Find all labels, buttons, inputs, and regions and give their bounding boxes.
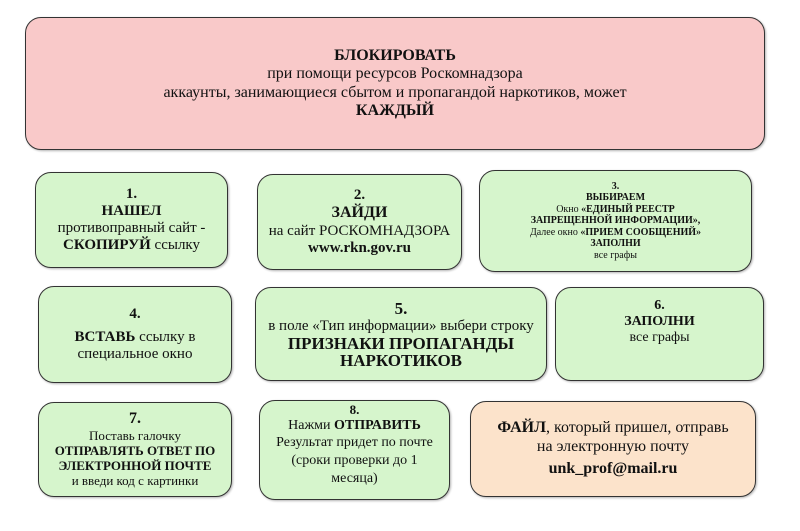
step-number: 6. bbox=[654, 298, 665, 313]
step-3-registry: «ЕДИНЫЙ РЕЕСТР ЗАПРЕЩЕННОЙ ИНФОРМАЦИИ», bbox=[530, 203, 701, 227]
email-address[interactable]: unk_prof@mail.ru bbox=[548, 460, 678, 478]
header-box: БЛОКИРОВАТЬ при помощи ресурсов Роскомна… bbox=[25, 17, 765, 150]
step-number: 1. bbox=[125, 185, 138, 202]
step-2-action: ЗАЙДИ bbox=[331, 204, 388, 222]
step-number: 2. bbox=[353, 186, 366, 203]
step-5-option: ПРИЗНАКИ ПРОПАГАНДЫ НАРКОТИКОВ bbox=[287, 334, 515, 371]
step-4: 4. ВСТАВЬ ссылку в специальное окно bbox=[38, 286, 232, 383]
header-line2: аккаунты, занимающиеся сбытом и пропаган… bbox=[163, 83, 627, 101]
header-line1: при помощи ресурсов Роскомнадзора bbox=[267, 65, 523, 83]
step-1-action: НАШЕЛ bbox=[101, 202, 162, 219]
step-7-text: Поставь галочку bbox=[89, 427, 181, 443]
step-6-action: ЗАПОЛНИ bbox=[624, 314, 695, 330]
file-text: , который пришел, отправь на электронную… bbox=[536, 419, 729, 455]
step-3-next-label: Далее окно bbox=[529, 226, 581, 238]
step-4-text: ссылку в специальное окно bbox=[77, 328, 196, 363]
step-2: 2. ЗАЙДИ на сайт РОСКОМНАДЗОРА www.rkn.g… bbox=[257, 174, 462, 270]
step-number: 7. bbox=[129, 410, 141, 428]
step-7-checkbox-label: ОТПРАВЛЯТЬ ОТВЕТ ПО ЭЛЕКТРОННОЙ ПОЧТЕ bbox=[54, 442, 216, 473]
step-5: 5. в поле «Тип информации» выбери строку… bbox=[255, 287, 547, 381]
step-8-text: Нажми bbox=[288, 417, 335, 433]
step-3-fill: ЗАПОЛНИ bbox=[590, 238, 641, 250]
header-emphasis: КАЖДЫЙ bbox=[355, 101, 435, 119]
step-3-messages: «ПРИЕМ СООБЩЕНИЙ» bbox=[580, 226, 702, 238]
step-3-action: ВЫБИРАЕМ bbox=[585, 192, 646, 204]
step-8: 8. Нажми ОТПРАВИТЬ Результат придет по п… bbox=[259, 400, 450, 500]
step-7: 7. Поставь галочку ОТПРАВЛЯТЬ ОТВЕТ ПО Э… bbox=[38, 402, 232, 497]
step-3-all-fields: все графы bbox=[594, 249, 637, 261]
rkn-url: www.rkn.gov.ru bbox=[308, 239, 411, 256]
step-8-send: ОТПРАВИТЬ bbox=[334, 417, 421, 433]
file-label: ФАЙЛ bbox=[497, 419, 546, 437]
step-number: 4. bbox=[129, 305, 141, 322]
step-6-text: все графы bbox=[629, 330, 690, 346]
step-3-window-label: Окно bbox=[556, 203, 582, 215]
step-number: 5. bbox=[394, 298, 408, 318]
step-number: 3. bbox=[611, 180, 620, 192]
step-2-text: на сайт РОСКОМНАДЗОРА bbox=[268, 222, 451, 239]
step-6: 6. ЗАПОЛНИ все графы bbox=[555, 287, 764, 381]
step-number: 8. bbox=[349, 402, 360, 417]
step-4-action: ВСТАВЬ bbox=[74, 328, 136, 345]
step-1-text: противоправный сайт - bbox=[57, 220, 206, 236]
step-1-copy: СКОПИРУЙ bbox=[62, 237, 151, 254]
step-1: 1. НАШЕЛ противоправный сайт - СКОПИРУЙ … bbox=[35, 172, 228, 268]
file-box: ФАЙЛ, который пришел, отправь на электро… bbox=[470, 401, 756, 497]
step-5-text: в поле «Тип информации» выбери строку bbox=[268, 318, 534, 335]
step-1-link-text: ссылку bbox=[150, 237, 201, 254]
step-3: 3. ВЫБИРАЕМ Окно «ЕДИНЫЙ РЕЕСТР ЗАПРЕЩЕН… bbox=[479, 170, 752, 272]
step-8-result: Результат придет по почте (сроки проверк… bbox=[276, 435, 433, 487]
header-title: БЛОКИРОВАТЬ bbox=[334, 46, 456, 64]
step-7-captcha-text: и введи код с картинки bbox=[71, 472, 199, 488]
